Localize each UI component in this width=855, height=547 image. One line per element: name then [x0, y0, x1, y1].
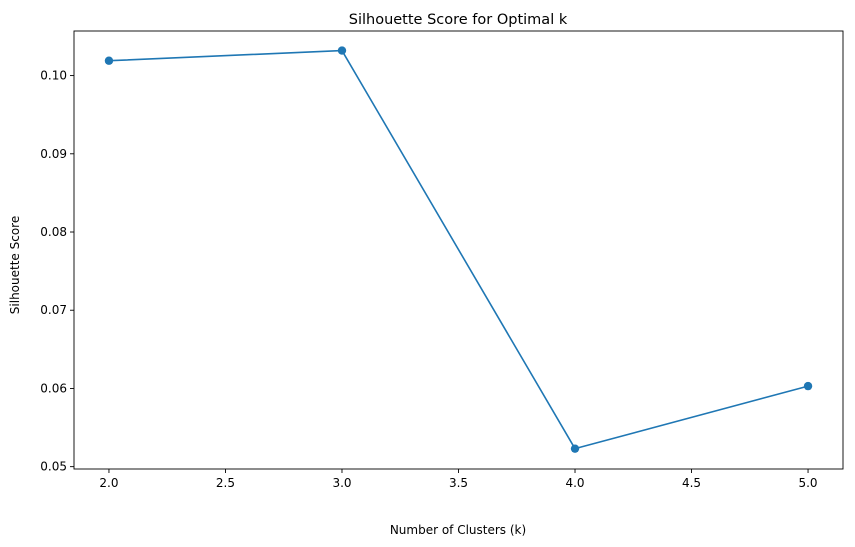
x-axis-title: Number of Clusters (k): [390, 523, 526, 537]
x-tick-label: 3.0: [332, 476, 351, 490]
x-tick-label: 5.0: [798, 476, 817, 490]
y-tick-label: 0.06: [40, 381, 67, 395]
y-tick-label: 0.07: [40, 303, 67, 317]
data-point: [803, 381, 813, 391]
x-tick-label: 3.5: [449, 476, 468, 490]
plot-area: 2.0 2.5 3.0 3.5 4.0 4.5 5.0 0.05 0.06 0.07 0.08 0.0…: [40, 30, 844, 490]
chart-title: Silhouette Score for Optimal k: [349, 12, 568, 28]
y-tick-label: 0.09: [40, 147, 67, 161]
x-tick-label: 2.5: [216, 476, 235, 490]
y-tick-label: 0.08: [40, 225, 67, 239]
data-point: [104, 56, 114, 65]
y-axis-title: Silhouette Score: [8, 216, 22, 314]
data-point: [337, 46, 347, 55]
x-tick-label: 4.0: [565, 476, 584, 490]
y-tick-label: 0.10: [40, 69, 67, 83]
data-point: [570, 444, 580, 453]
y-tick-label: 0.05: [40, 460, 67, 474]
x-tick-label: 4.5: [682, 476, 701, 490]
series-line: [108, 49, 809, 450]
x-tick-label: 2.0: [99, 476, 118, 490]
